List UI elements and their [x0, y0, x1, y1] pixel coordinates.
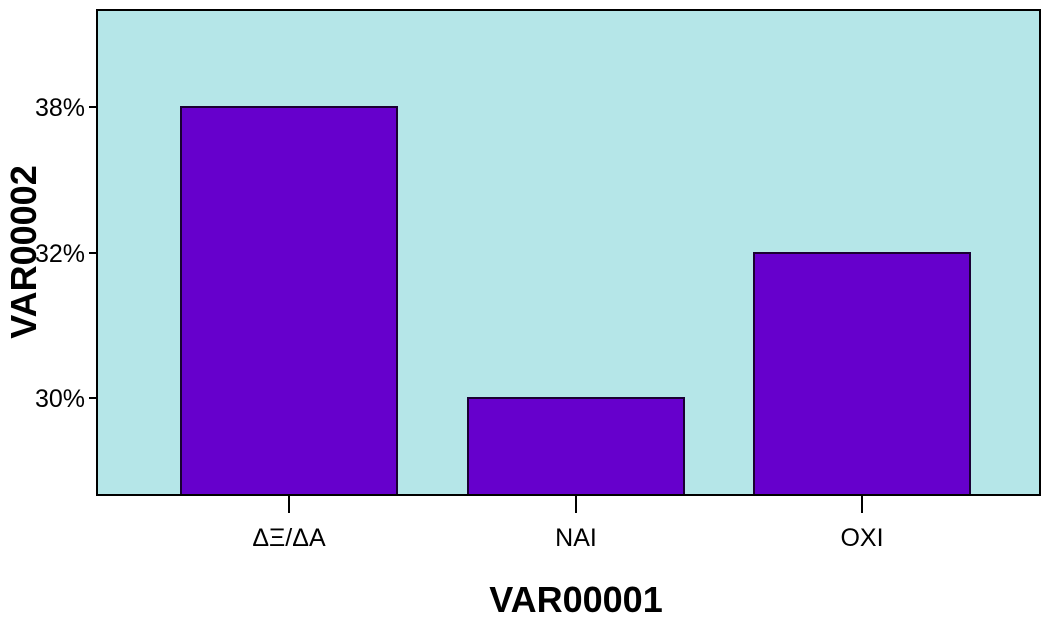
bar-1	[180, 106, 398, 496]
bars-group	[180, 106, 971, 496]
bar-3	[753, 252, 971, 496]
x-tick-label-1: ΔΞ/ΔΑ	[252, 524, 326, 552]
x-tick-label-2: ΝΑΙ	[555, 524, 597, 552]
bar-2	[467, 397, 685, 496]
y-tick-label-1: 30%	[35, 385, 85, 413]
y-axis: 30% 32% 38%	[35, 94, 97, 413]
y-tick-label-3: 38%	[35, 94, 85, 122]
x-tick-label-3: ΟΧΙ	[840, 524, 883, 552]
x-axis-title: VAR00001	[489, 579, 662, 619]
x-axis: ΔΞ/ΔΑ ΝΑΙ ΟΧΙ	[252, 495, 884, 552]
y-tick-label-2: 32%	[35, 240, 85, 268]
y-axis-title: VAR00002	[3, 165, 44, 338]
